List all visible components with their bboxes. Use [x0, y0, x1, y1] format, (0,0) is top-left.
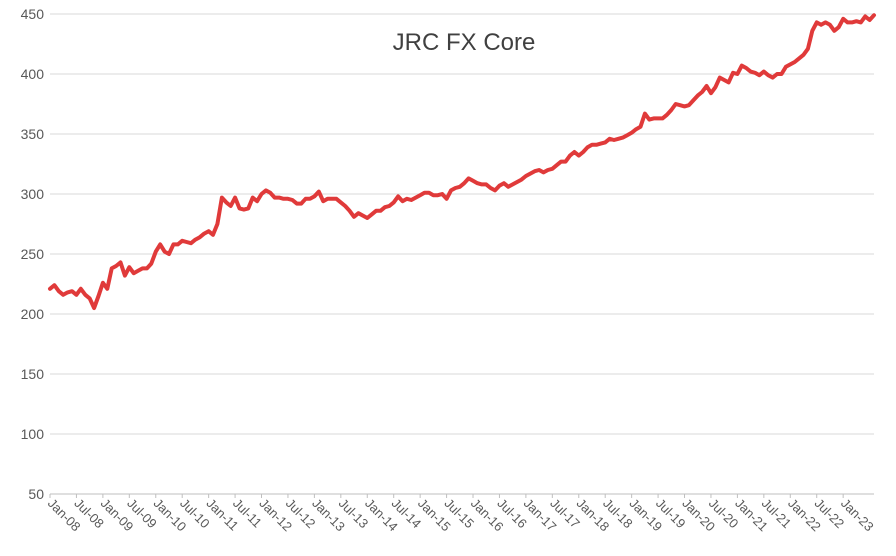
y-tick-label: 350: [21, 126, 45, 142]
y-tick-label: 200: [21, 306, 45, 322]
series-layer: [48, 13, 876, 310]
gridlines: [50, 13, 874, 435]
y-tick-label: 50: [28, 486, 44, 502]
chart-title: JRC FX Core: [393, 29, 536, 56]
y-tick-label: 400: [21, 66, 45, 82]
y-tick-label: 300: [21, 186, 45, 202]
y-tick-label: 450: [21, 6, 45, 22]
y-tick-label: 100: [21, 426, 45, 442]
y-tick-label: 150: [21, 366, 45, 382]
y-axis-tick-labels: 50 100 150 200 250 300 350 400 450: [21, 6, 45, 502]
series-line: [48, 13, 876, 310]
x-axis-tick-labels: Jan-08Jul-08Jan-09Jul-09Jan-10Jul-10Jan-…: [45, 494, 877, 534]
y-tick-label: 250: [21, 246, 45, 262]
x-tick-label: Jan-23: [838, 496, 877, 535]
